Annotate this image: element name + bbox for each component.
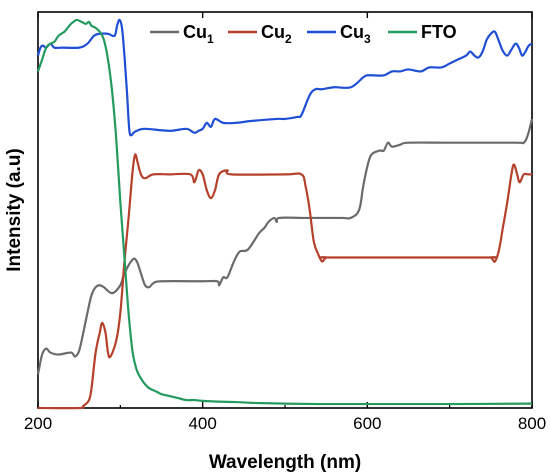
legend-label-cu2: Cu2 [261, 22, 292, 46]
x-tick-label-400: 400 [188, 414, 216, 433]
series-line-cu1 [36, 118, 534, 375]
legend-label-fto: FTO [421, 22, 457, 42]
x-tick-label-600: 600 [353, 414, 381, 433]
x-tick-label-800: 800 [518, 414, 546, 433]
legend-item-cu1: Cu1 [150, 22, 214, 46]
legend-label-cu1: Cu1 [183, 22, 214, 46]
series-line-fto [36, 18, 533, 406]
plot-frame [37, 11, 533, 409]
series-layer [36, 18, 534, 410]
legend-item-cu2: Cu2 [228, 22, 292, 46]
x-axis: 200 400 600 800 [24, 12, 546, 433]
x-tick-label-200: 200 [24, 414, 52, 433]
legend: Cu1 Cu2 Cu3 FTO [150, 22, 457, 46]
y-axis-title: Intensity (a.u) [4, 148, 25, 272]
legend-item-fto: FTO [388, 22, 457, 42]
series-line-cu2 [37, 153, 532, 410]
x-axis-title: Wavelength (nm) [209, 452, 361, 473]
series-line-cu3 [36, 18, 533, 137]
legend-item-cu3: Cu3 [307, 22, 371, 46]
legend-label-cu3: Cu3 [340, 22, 371, 46]
